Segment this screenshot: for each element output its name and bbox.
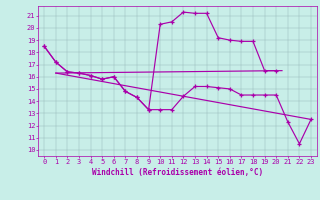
X-axis label: Windchill (Refroidissement éolien,°C): Windchill (Refroidissement éolien,°C) xyxy=(92,168,263,177)
